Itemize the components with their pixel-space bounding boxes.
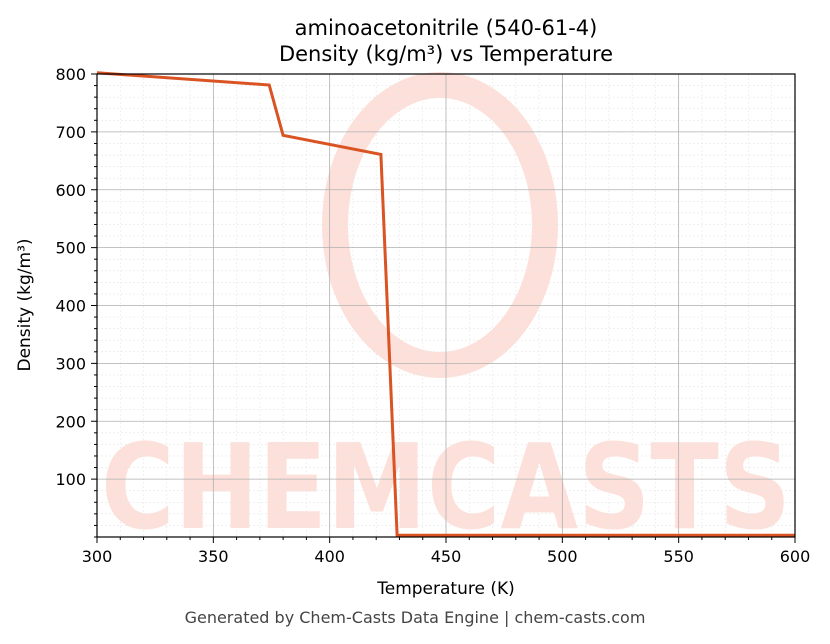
y-tick-label: 500 <box>55 239 86 258</box>
x-axis-ticks: 300 350 400 450 500 550 600 <box>82 537 811 566</box>
y-tick-label: 800 <box>55 65 86 84</box>
density-series-line <box>96 71 795 537</box>
y-tick-label: 400 <box>55 297 86 316</box>
footer-credit: Generated by Chem-Casts Data Engine | ch… <box>184 608 646 627</box>
x-tick-label: 600 <box>780 547 811 566</box>
x-tick-label: 400 <box>314 547 345 566</box>
y-tick-label: 700 <box>55 123 86 142</box>
chart-title: aminoacetonitrile (540-61-4) <box>295 16 598 40</box>
x-tick-label: 450 <box>431 547 462 566</box>
y-tick-label: 100 <box>55 470 86 489</box>
x-tick-label: 300 <box>82 547 113 566</box>
x-tick-label: 350 <box>198 547 229 566</box>
x-axis-label: Temperature (K) <box>376 579 515 599</box>
y-tick-label: 200 <box>55 412 86 431</box>
watermark-ring <box>322 72 558 378</box>
y-tick-label: 600 <box>55 181 86 200</box>
y-tick-label: 300 <box>55 354 86 373</box>
y-axis-label: Density (kg/m³) <box>15 238 35 371</box>
density-chart: CHEMCASTS 300 350 400 450 500 550 600 10020030… <box>15 16 811 599</box>
series-layer <box>96 71 795 537</box>
chart-subtitle: Density (kg/m³) vs Temperature <box>279 42 613 66</box>
y-axis-ticks: 100 200 300 400 500 600 700 800 <box>55 65 97 538</box>
x-tick-label: 550 <box>663 547 694 566</box>
x-tick-label: 500 <box>547 547 578 566</box>
